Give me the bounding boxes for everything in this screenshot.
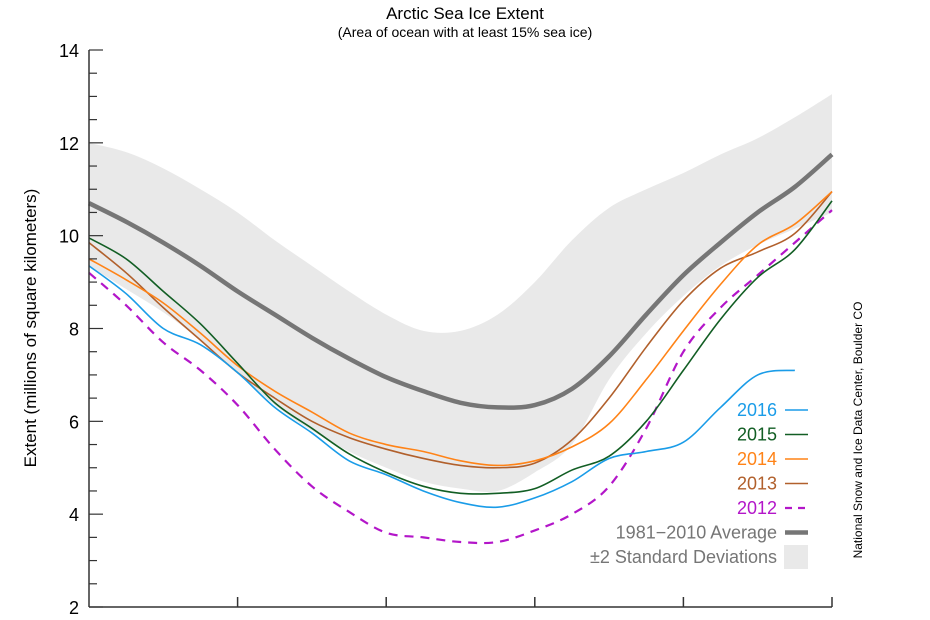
std-dev-band-layer [89, 94, 832, 492]
legend-label: 1981−2010 Average [616, 523, 777, 543]
y-tick-label: 4 [69, 505, 79, 525]
axes-layer: 2 4 6 8 10 12 14 [59, 41, 833, 618]
legend-swatch-band [784, 545, 808, 569]
legend-label: 2013 [737, 474, 777, 494]
y-tick-label: 2 [69, 598, 79, 618]
legend-label: 2015 [737, 425, 777, 445]
y-tick-label: 8 [69, 320, 79, 340]
y-tick-label: 6 [69, 412, 79, 432]
std-dev-band [89, 94, 832, 492]
legend-label: 2014 [737, 449, 777, 469]
series-line-1981-2010-average [87, 152, 834, 410]
y-axis-label: Extent (millions of square kilometers) [21, 189, 40, 468]
legend-label: 2016 [737, 400, 777, 420]
series-line-2014 [88, 190, 833, 467]
y-tick-label: 12 [59, 134, 79, 154]
series-layer [87, 152, 834, 545]
series-line-2012 [88, 209, 833, 545]
y-tick-label: 14 [59, 41, 79, 61]
chart-title: Arctic Sea Ice Extent [386, 4, 544, 23]
credit-text: National Snow and Ice Data Center, Bould… [851, 302, 865, 559]
series-line-2015 [88, 200, 833, 495]
legend-label: ±2 Standard Deviations [590, 547, 777, 567]
y-tick-label: 10 [59, 227, 79, 247]
legend: 2016 2015 2014 2013 2012 1981−2010 Average ±2 … [590, 400, 808, 569]
chart-subtitle: (Area of ocean with at least 15% sea ice… [338, 24, 592, 40]
legend-label: 2012 [737, 498, 777, 518]
series-line-2016 [88, 265, 795, 509]
series-line-2013 [88, 191, 833, 469]
